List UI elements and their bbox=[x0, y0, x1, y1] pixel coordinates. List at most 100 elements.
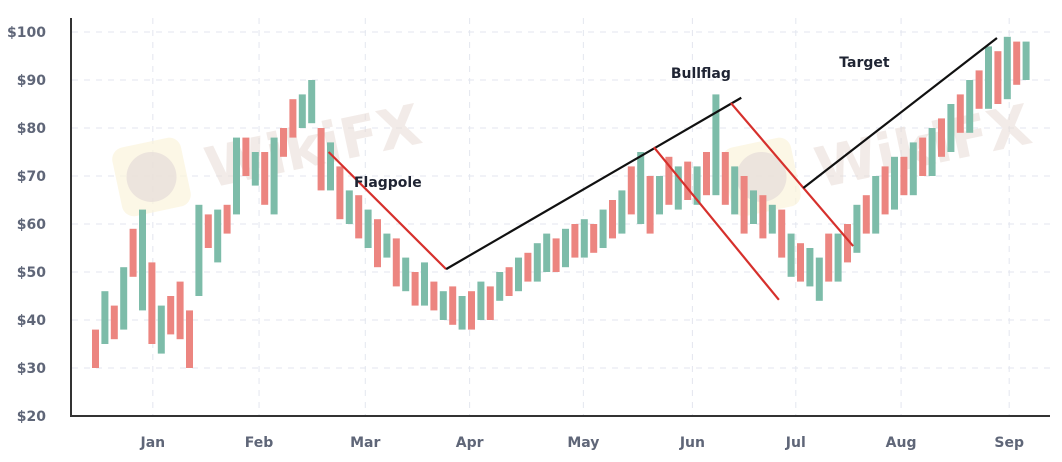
bar-down bbox=[289, 99, 297, 138]
bar-up bbox=[477, 281, 485, 320]
bar-down bbox=[665, 156, 673, 205]
bar-up bbox=[533, 243, 541, 282]
y-tick-label: $70 bbox=[17, 169, 46, 185]
bar-down bbox=[505, 267, 513, 296]
bar-down bbox=[148, 262, 156, 344]
bar-up bbox=[195, 204, 203, 296]
bar-down bbox=[242, 137, 250, 176]
x-tick-label: Apr bbox=[456, 435, 484, 451]
bar-up bbox=[233, 137, 240, 215]
bar-down bbox=[778, 209, 786, 258]
bar-down bbox=[430, 281, 438, 311]
bar-down bbox=[552, 238, 560, 272]
bar-down bbox=[176, 281, 184, 340]
bar-up bbox=[787, 233, 795, 277]
bar-up bbox=[120, 267, 128, 330]
bar-up bbox=[439, 291, 447, 320]
axes bbox=[70, 18, 1050, 417]
bar-up bbox=[496, 272, 504, 301]
bar-down bbox=[167, 296, 175, 335]
bar-up bbox=[834, 233, 842, 282]
annotation-label: Flagpole bbox=[354, 175, 422, 191]
bar-down bbox=[223, 204, 231, 234]
bar-down bbox=[204, 214, 212, 248]
bar-up bbox=[966, 80, 974, 133]
bar-up bbox=[928, 128, 936, 176]
bar-down bbox=[317, 128, 325, 191]
y-tick-label: $40 bbox=[17, 313, 46, 329]
bar-up bbox=[815, 257, 823, 301]
bar-down bbox=[975, 70, 983, 109]
bar-down bbox=[684, 161, 692, 200]
bar-down bbox=[524, 252, 532, 282]
bar-down bbox=[881, 166, 889, 215]
x-tick-label: Jan bbox=[140, 435, 166, 451]
bar-up bbox=[251, 152, 259, 186]
annotations: Flagpole Bullflag Target bbox=[327, 37, 998, 301]
bar-up bbox=[458, 296, 466, 330]
bar-down bbox=[186, 310, 193, 368]
x-tick-label: Jun bbox=[679, 435, 705, 451]
x-tick-label: Aug bbox=[886, 435, 917, 451]
bar-down bbox=[825, 233, 833, 282]
bar-up bbox=[383, 233, 391, 258]
bar-down bbox=[862, 195, 870, 234]
y-tick-label: $20 bbox=[17, 409, 46, 425]
bar-down bbox=[129, 228, 137, 277]
bullflag-trend-line bbox=[445, 96, 742, 271]
bar-down bbox=[590, 224, 598, 253]
bar-up bbox=[157, 305, 165, 354]
flagpole-line bbox=[327, 151, 447, 270]
bar-up bbox=[872, 176, 880, 234]
bar-up bbox=[402, 257, 410, 292]
bar-up bbox=[891, 156, 898, 210]
bar-up bbox=[637, 152, 645, 224]
bar-down bbox=[571, 224, 579, 258]
x-tick-label: Jul bbox=[785, 435, 806, 451]
bar-up bbox=[599, 209, 607, 248]
bar-down bbox=[919, 137, 927, 176]
bar-up bbox=[693, 166, 701, 205]
bar-up bbox=[308, 80, 316, 124]
eagle-icon bbox=[736, 151, 787, 202]
bars bbox=[92, 36, 1030, 368]
bar-down bbox=[468, 291, 475, 330]
bar-down bbox=[740, 176, 748, 234]
bar-down bbox=[449, 286, 457, 325]
bar-up bbox=[806, 248, 814, 287]
bar-up bbox=[562, 228, 569, 268]
bar-down bbox=[486, 286, 494, 320]
annotation-label: Bullflag bbox=[671, 66, 731, 82]
y-tick-label: $80 bbox=[17, 121, 46, 137]
bar-down bbox=[280, 128, 287, 157]
bar-up bbox=[101, 291, 109, 344]
tick-labels: $20 $30 $40 $50 $60 $70 $80 $90 $100 Jan Feb Mar Apr… bbox=[7, 25, 1024, 451]
eagle-icon bbox=[126, 151, 177, 202]
bar-up bbox=[580, 219, 588, 258]
bar-up bbox=[214, 209, 222, 263]
bar-down bbox=[110, 305, 118, 340]
bar-down bbox=[759, 195, 767, 239]
bar-up bbox=[618, 190, 626, 234]
bar-down bbox=[994, 51, 1002, 104]
target-line bbox=[802, 37, 998, 189]
y-tick-label: $60 bbox=[17, 217, 46, 233]
flag-channel-lower bbox=[653, 146, 780, 301]
bar-up bbox=[421, 262, 428, 306]
bar-down bbox=[411, 272, 419, 306]
bar-down bbox=[261, 152, 269, 205]
bar-up bbox=[853, 204, 861, 253]
x-tick-label: Feb bbox=[245, 435, 274, 451]
bar-up bbox=[1003, 36, 1011, 100]
bar-up bbox=[985, 46, 992, 109]
flag-channel-upper bbox=[730, 102, 854, 247]
bar-down bbox=[336, 166, 344, 220]
bar-up bbox=[298, 94, 306, 128]
y-tick-label: $90 bbox=[17, 73, 46, 89]
bar-down bbox=[721, 152, 729, 205]
y-tick-label: $30 bbox=[17, 361, 46, 377]
bar-up bbox=[364, 209, 372, 248]
bar-up bbox=[515, 257, 522, 292]
bar-up bbox=[543, 233, 551, 272]
